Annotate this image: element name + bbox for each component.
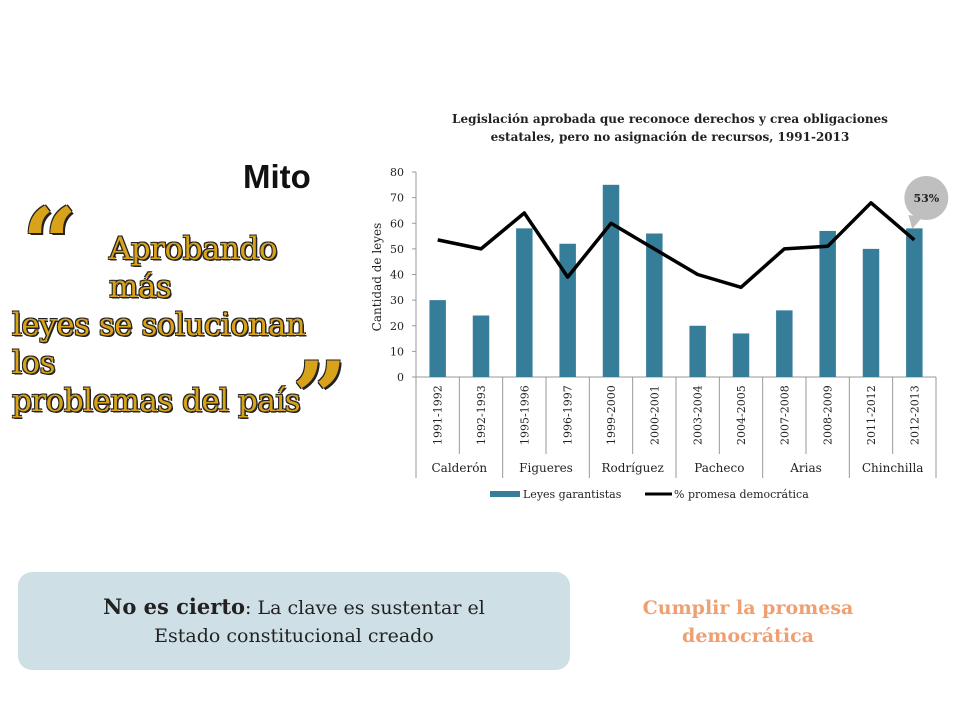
democratic-promise-line-2: democrática	[682, 625, 814, 647]
y-tick-label: 0	[397, 371, 404, 384]
x-tick-label: 2011-2012	[865, 385, 878, 445]
bar	[429, 300, 446, 377]
rebuttal-bold: No es cierto	[103, 593, 246, 619]
group-label: Rodríguez	[601, 461, 663, 475]
democratic-promise-line-1: Cumplir la promesa	[642, 597, 854, 619]
chart-title-line-1: Legislación aprobada que reconoce derech…	[452, 112, 888, 126]
callout-label: 53%	[913, 192, 939, 205]
rebuttal-rest-2: Estado constitucional creado	[154, 624, 434, 647]
group-label: Calderón	[432, 461, 488, 475]
bar	[602, 184, 620, 377]
rebuttal-rest-1: : La clave es sustentar el	[245, 596, 485, 619]
group-label: Chinchilla	[862, 461, 924, 475]
legend-bar-swatch	[490, 491, 520, 497]
x-tick-label: 1999-2000	[605, 385, 618, 445]
x-tick-label: 2007-2008	[778, 385, 791, 445]
myth-line-1: Aprobando más	[109, 231, 278, 305]
myth-label: Mito	[243, 158, 311, 195]
bar	[862, 248, 880, 377]
y-tick-label: 20	[390, 320, 404, 333]
rebuttal-box: No es cierto: La clave es sustentar el E…	[18, 572, 570, 670]
legend-line-label: % promesa democrática	[674, 488, 809, 501]
myth-line-2: leyes se solucionan los	[12, 307, 306, 381]
bar	[646, 233, 663, 377]
x-tick-label: 1996-1997	[562, 385, 575, 445]
bar	[516, 228, 533, 377]
open-quote-icon: “	[22, 187, 78, 300]
bar	[689, 325, 706, 377]
y-tick-label: 50	[390, 243, 404, 256]
bar	[906, 228, 923, 377]
y-tick-label: 30	[390, 294, 404, 307]
bar	[819, 230, 836, 377]
democratic-promise-line	[437, 201, 916, 290]
x-tick-label: 1995-1996	[518, 385, 531, 445]
x-tick-label: 1991-1992	[432, 385, 445, 445]
y-tick-label: 80	[390, 166, 404, 179]
x-tick-label: 2000-2001	[648, 385, 661, 445]
myth-statement: Aprobando más leyes se solucionan los pr…	[12, 230, 342, 420]
group-label: Arias	[789, 461, 822, 475]
bar	[559, 243, 576, 377]
legend-bar-label: Leyes garantistas	[523, 488, 622, 501]
democratic-promise-text: Cumplir la promesa democrática	[628, 594, 868, 650]
myth-line-3: problemas del país	[12, 383, 301, 419]
close-quote-icon: ”	[292, 341, 348, 454]
y-axis-label: Cantidad de leyes	[370, 223, 384, 332]
bar	[776, 310, 793, 377]
group-label: Pacheco	[694, 461, 744, 475]
bar	[732, 333, 750, 377]
y-tick-label: 40	[390, 269, 404, 282]
x-tick-label: 2003-2004	[692, 385, 705, 445]
group-label: Figueres	[519, 461, 573, 475]
bar	[472, 315, 490, 377]
x-tick-label: 2004-2005	[735, 385, 748, 445]
x-tick-label: 1992-1993	[475, 385, 488, 445]
x-tick-label: 2012-2013	[908, 385, 921, 445]
chart-title-line-2: estatales, pero no asignación de recurso…	[491, 130, 850, 144]
y-tick-label: 60	[390, 217, 404, 230]
legend: Leyes garantistas % promesa democrática	[490, 488, 809, 501]
callout-bubble	[904, 176, 949, 220]
x-tick-label: 2008-2009	[822, 385, 835, 445]
y-tick-label: 70	[390, 192, 404, 205]
y-tick-label: 10	[390, 345, 404, 358]
rebuttal-text: No es cierto: La clave es sustentar el E…	[103, 593, 485, 650]
